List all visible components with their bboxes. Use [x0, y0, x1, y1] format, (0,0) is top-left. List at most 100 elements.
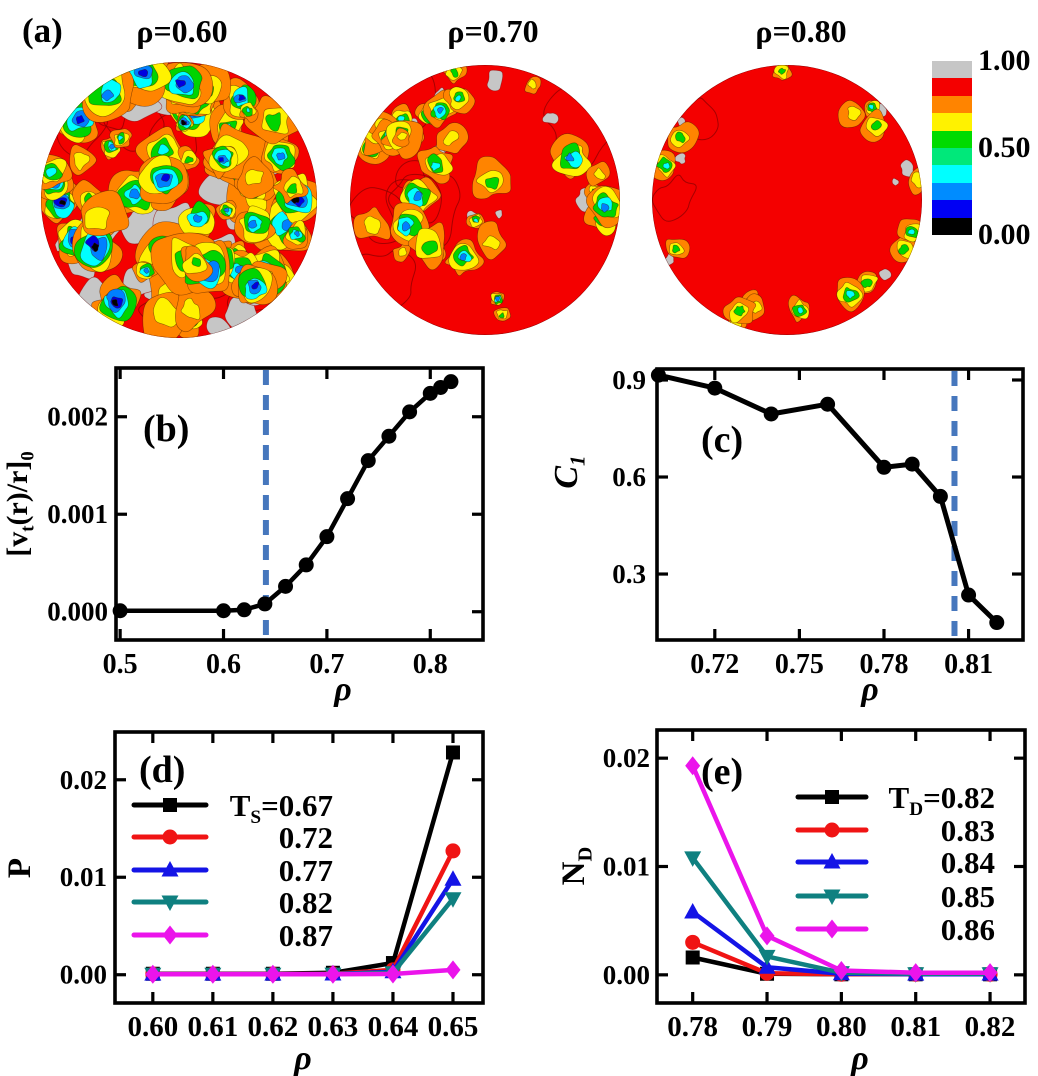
data-marker: [443, 374, 459, 390]
data-marker: [685, 934, 701, 950]
axis-ticks: [657, 369, 1023, 640]
y-tick-label: 0.001: [47, 499, 108, 529]
data-marker: [932, 488, 948, 504]
contour-map-2: [652, 65, 922, 335]
panel-c: 0.72 0.75 0.78 0.81 0.3 0.6 0.9 (c) ρ C1: [548, 365, 1025, 708]
y-axis-label: P: [2, 858, 38, 878]
data-marker: [163, 798, 177, 812]
data-marker: [707, 380, 723, 396]
data-marker: [685, 950, 700, 965]
data-marker: [823, 889, 841, 905]
data-marker: [319, 529, 335, 545]
data-marker: [825, 790, 839, 804]
legend-label: TS=0.67: [230, 788, 333, 828]
data-marker: [298, 557, 314, 573]
x-tick-label: 0.81: [944, 649, 993, 680]
legend-label: 0.82: [279, 885, 333, 920]
data-marker: [684, 851, 702, 867]
data-marker: [145, 964, 161, 984]
data-marker: [824, 919, 840, 939]
colorbar-segment: [932, 61, 972, 79]
panel-letter: (d): [139, 749, 185, 791]
data-marker: [685, 756, 701, 776]
colorbar-segment: [932, 217, 972, 236]
data-marker: [908, 963, 924, 983]
x-tick-label: 0.78: [859, 649, 908, 680]
contour-map-0: [41, 62, 317, 338]
data-marker: [385, 964, 401, 984]
data-marker: [216, 603, 232, 619]
x-tick-label: 0.8: [413, 649, 448, 680]
colorbar-tick-max: 1.00: [978, 44, 1031, 77]
axis-ticks: [116, 368, 483, 640]
y-tick-label: 0.02: [603, 743, 650, 773]
x-tick-label: 0.81: [890, 1011, 941, 1043]
legend: TS=0.670.720.770.820.87: [131, 788, 333, 953]
y-tick-label: 0.6: [612, 462, 646, 492]
colorbar-tick-mid: 0.50: [978, 131, 1031, 164]
x-tick-label: 0.61: [187, 1011, 238, 1043]
legend-label: 0.77: [279, 853, 333, 888]
data-marker: [876, 459, 892, 475]
colorbar-tick-min: 0.00: [978, 218, 1031, 251]
x-tick-label: 0.7: [309, 649, 344, 680]
data-marker: [257, 596, 273, 612]
colorbar-segment: [932, 200, 972, 218]
data-marker: [340, 491, 356, 507]
x-tick-label: 0.60: [127, 1011, 178, 1043]
legend-label: 0.83: [941, 813, 995, 848]
x-tick-label: 0.75: [775, 649, 824, 680]
legend-label: 0.85: [941, 879, 995, 914]
panel-e: 0.78 0.79 0.80 0.81 0.82 0.00 0.01 0.02 (e) ρ ND TD…: [556, 728, 1027, 1076]
data-marker: [325, 964, 341, 984]
data-marker: [824, 822, 840, 838]
colorbar: [932, 61, 972, 236]
data-marker: [402, 404, 418, 420]
y-tick-label: 0.9: [612, 365, 646, 395]
colorbar-segment: [932, 165, 972, 183]
colorbar-segment: [932, 113, 972, 131]
colorbar-segment: [932, 95, 972, 114]
data-marker: [162, 829, 178, 845]
x-tick-label: 0.79: [742, 1011, 793, 1043]
data-marker: [961, 587, 977, 603]
legend-label: 0.72: [279, 820, 333, 855]
colorbar-segment: [932, 130, 972, 149]
panel-letter: (b): [143, 408, 189, 450]
panel-a-label: (a): [22, 11, 63, 50]
contour-map-1: [350, 65, 620, 335]
data-marker: [904, 456, 920, 472]
y-tick-label: 0.00: [60, 960, 107, 990]
x-axis-label: ρ: [293, 1040, 312, 1076]
plot-frame: [114, 366, 485, 642]
data-marker: [758, 958, 776, 974]
data-marker: [236, 602, 252, 618]
data-marker: [444, 892, 462, 908]
data-marker: [758, 949, 776, 966]
data-marker: [205, 964, 221, 984]
x-tick-label: 0.80: [816, 1011, 867, 1043]
x-axis-label: ρ: [860, 671, 879, 708]
x-tick-label: 0.82: [965, 1011, 1016, 1043]
data-marker: [161, 895, 179, 911]
legend-label: 0.84: [941, 845, 995, 880]
y-axis-label: C1: [548, 455, 589, 488]
x-tick-label: 0.64: [368, 1011, 419, 1043]
contour-title-rho-070: ρ=0.70: [447, 13, 539, 49]
x-tick-label: 0.6: [206, 649, 241, 680]
legend-label: TD=0.82: [889, 780, 995, 820]
y-tick-label: 0.3: [612, 559, 646, 589]
contour-title-rho-080: ρ=0.80: [755, 13, 847, 49]
y-axis-label: [vt(r)/r]0: [1, 451, 39, 556]
y-tick-label: 0.00: [603, 960, 650, 990]
x-tick-label: 0.5: [103, 649, 138, 680]
data-marker: [820, 396, 836, 412]
y-axis-label: ND: [556, 847, 596, 886]
x-tick-label: 0.62: [248, 1011, 299, 1043]
data-marker: [381, 428, 397, 444]
data-marker: [759, 926, 775, 946]
plot-frame: [655, 367, 1025, 642]
y-tick-label: 0.01: [60, 862, 107, 892]
axis-ticks: [115, 732, 483, 1003]
